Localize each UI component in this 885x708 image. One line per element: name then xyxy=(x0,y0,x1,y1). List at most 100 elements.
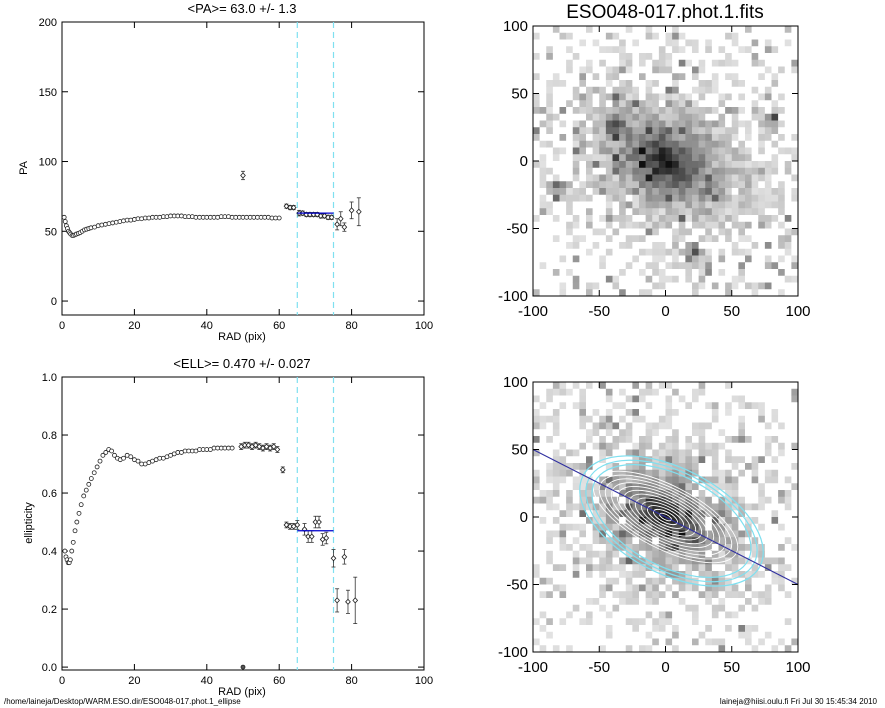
image-pixel xyxy=(639,645,646,653)
image-pixel xyxy=(784,429,792,437)
image-pixel xyxy=(546,215,554,223)
image-pixel xyxy=(764,422,772,430)
image-pixel xyxy=(552,625,560,633)
image-pixel xyxy=(738,46,746,54)
image-pixel xyxy=(791,201,799,209)
image-pixel xyxy=(685,120,693,128)
image-pixel xyxy=(599,154,607,162)
image-pixel xyxy=(678,39,686,47)
image-pixel xyxy=(566,544,574,552)
image-pixel xyxy=(711,120,719,128)
image-pixel xyxy=(539,174,547,182)
image-pixel xyxy=(698,59,706,67)
image-pixel xyxy=(652,86,660,94)
image-pixel xyxy=(745,523,752,531)
image-pixel xyxy=(771,544,779,552)
image-pixel xyxy=(639,422,646,430)
image-pixel xyxy=(658,181,666,189)
image-pixel xyxy=(711,490,719,498)
image-pixel xyxy=(711,564,719,572)
image-pixel xyxy=(791,422,799,430)
image-pixel xyxy=(625,564,633,572)
image-pixel xyxy=(705,39,713,47)
image-pixel xyxy=(791,496,799,504)
image-pixel xyxy=(791,255,799,263)
image-pixel xyxy=(738,429,746,437)
data-point xyxy=(72,528,78,534)
image-pixel xyxy=(705,80,713,88)
image-pixel xyxy=(566,255,574,263)
image-pixel xyxy=(764,604,772,612)
image-pixel xyxy=(758,107,766,115)
image-pixel xyxy=(658,517,666,525)
image-pixel xyxy=(586,618,593,626)
image-pixel xyxy=(778,120,786,128)
image-pixel xyxy=(731,395,739,403)
image-pixel xyxy=(645,591,653,599)
image-pixel xyxy=(764,161,772,169)
image-pixel xyxy=(672,80,680,88)
image-pixel xyxy=(698,161,706,169)
image-pixel xyxy=(572,591,580,599)
image-pixel xyxy=(725,255,733,263)
image-pixel xyxy=(705,409,713,417)
image-pixel xyxy=(672,66,680,74)
image-pixel xyxy=(698,638,706,646)
image-pixel xyxy=(678,86,686,94)
image-pixel xyxy=(559,73,567,81)
image-pixel xyxy=(771,289,779,297)
image-pixel xyxy=(619,248,627,256)
image-pixel xyxy=(705,449,713,457)
image-pixel xyxy=(678,638,686,646)
image-pixel xyxy=(678,422,686,430)
image-pixel xyxy=(771,59,779,67)
image-pixel xyxy=(546,59,554,67)
image-pixel xyxy=(566,53,574,61)
image-pixel xyxy=(771,167,779,175)
image-pixel xyxy=(605,523,613,531)
image-pixel xyxy=(764,523,772,531)
image-pixel xyxy=(559,242,567,250)
image-pixel xyxy=(599,517,607,525)
image-pixel xyxy=(658,463,666,471)
image-pixel xyxy=(579,107,587,115)
image-pixel xyxy=(791,476,799,484)
image-pixel xyxy=(579,598,587,606)
image-pixel xyxy=(552,550,560,558)
image-pixel xyxy=(599,557,607,565)
image-pixel xyxy=(665,282,673,290)
image-pixel xyxy=(559,282,567,290)
image-pixel xyxy=(639,550,646,558)
image-pixel xyxy=(546,388,554,396)
image-pixel xyxy=(605,625,613,633)
image-pixel xyxy=(738,221,746,229)
image-pixel xyxy=(566,269,574,277)
image-pixel xyxy=(559,80,567,88)
image-pixel xyxy=(546,456,554,464)
image-pixel xyxy=(639,181,646,189)
image-pixel xyxy=(612,537,620,545)
image-pixel xyxy=(645,194,653,202)
image-pixel xyxy=(612,59,620,67)
image-pixel xyxy=(566,402,574,410)
y-tick-label: 0.8 xyxy=(42,430,57,442)
data-point xyxy=(135,458,141,464)
image-pixel xyxy=(778,510,786,518)
image-pixel xyxy=(678,174,686,182)
image-pixel xyxy=(612,395,620,403)
image-pixel xyxy=(751,571,759,579)
image-pixel xyxy=(685,248,693,256)
image-pixel xyxy=(692,221,699,229)
image-pixel xyxy=(612,201,620,209)
image-pixel xyxy=(645,107,653,115)
image-pixel xyxy=(658,469,666,477)
image-pixel xyxy=(705,557,713,565)
image-pixel xyxy=(685,194,693,202)
image-pixel xyxy=(718,73,726,81)
image-pixel xyxy=(592,53,600,61)
image-pixel xyxy=(665,107,673,115)
image-pixel xyxy=(652,73,660,81)
image-pixel xyxy=(678,571,686,579)
image-pixel xyxy=(552,638,560,646)
image-pixel xyxy=(745,571,752,579)
